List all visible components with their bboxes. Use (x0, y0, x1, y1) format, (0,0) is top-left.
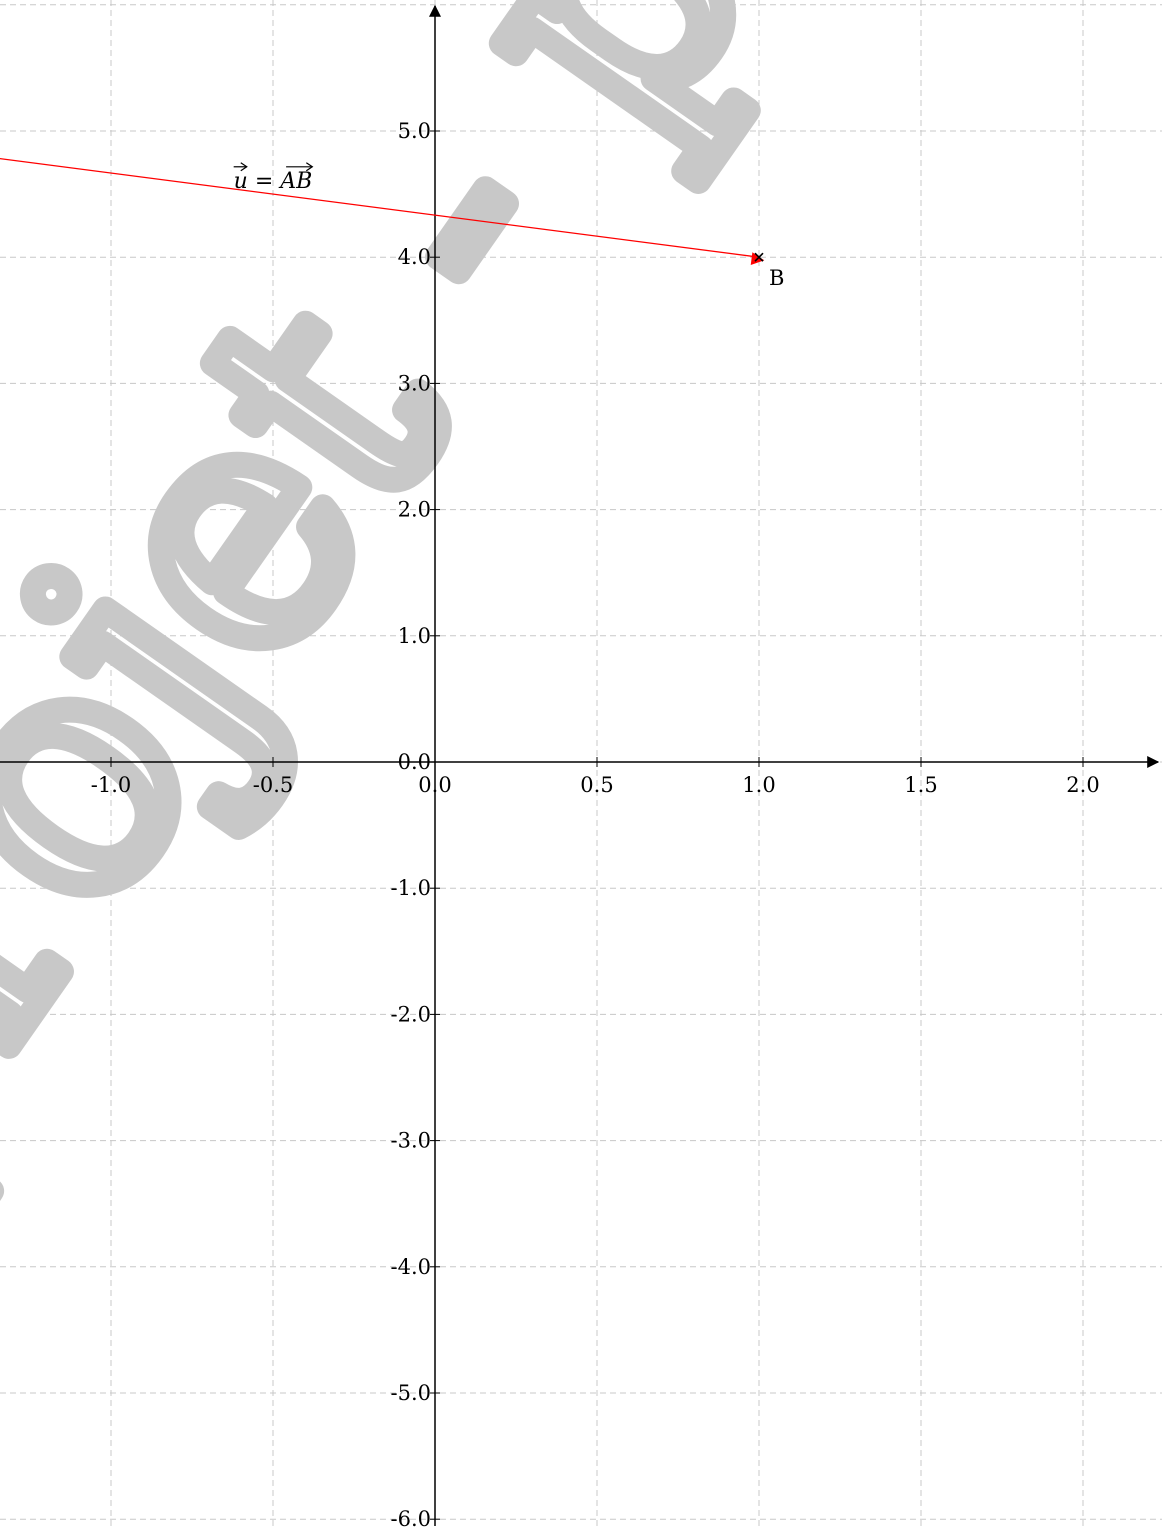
y-tick-label: -3.0 (391, 1129, 432, 1153)
point-marker (754, 252, 764, 262)
vector-label-text: u = AB (234, 169, 313, 194)
x-tick-label: -0.5 (253, 773, 294, 797)
tick-labels: -2.5-2.0-1.5-1.0-0.50.00.51.01.52.02.53.… (91, 119, 1100, 1530)
x-tick-label: 0.5 (580, 773, 613, 797)
x-tick-label: 0.0 (418, 773, 451, 797)
vector-label-AB: u = AB (233, 162, 314, 194)
y-tick-label: -5.0 (391, 1381, 432, 1405)
vector-AB (0, 157, 765, 265)
watermark: projet - projet - projet (0, 0, 1162, 1288)
x-tick-label: -1.0 (91, 773, 132, 797)
point-label: B (769, 266, 784, 290)
y-tick-label: 1.0 (398, 624, 431, 648)
y-tick-label: 0.0 (398, 750, 431, 774)
y-tick-label: 4.0 (398, 245, 431, 269)
x-tick-label: 1.0 (742, 773, 775, 797)
point-B: B (754, 252, 784, 290)
y-tick-label: 5.0 (398, 119, 431, 143)
y-tick-label: -4.0 (391, 1255, 432, 1279)
y-tick-label: -2.0 (391, 1002, 432, 1026)
points: ABDC (754, 252, 784, 290)
y-tick-label: -6.0 (391, 1507, 432, 1530)
x-tick-label: 2.0 (1066, 773, 1099, 797)
y-tick-label: -1.0 (391, 876, 432, 900)
vector-overarrow-head (240, 162, 248, 172)
vector-overarrow-head (305, 162, 314, 172)
watermark-text: projet - projet - projet (0, 0, 1162, 1288)
y-tick-label: 2.0 (398, 498, 431, 522)
y-tick-label: 3.0 (398, 371, 431, 395)
vectors: u = ABCD (0, 157, 765, 265)
x-tick-label: 1.5 (904, 773, 937, 797)
